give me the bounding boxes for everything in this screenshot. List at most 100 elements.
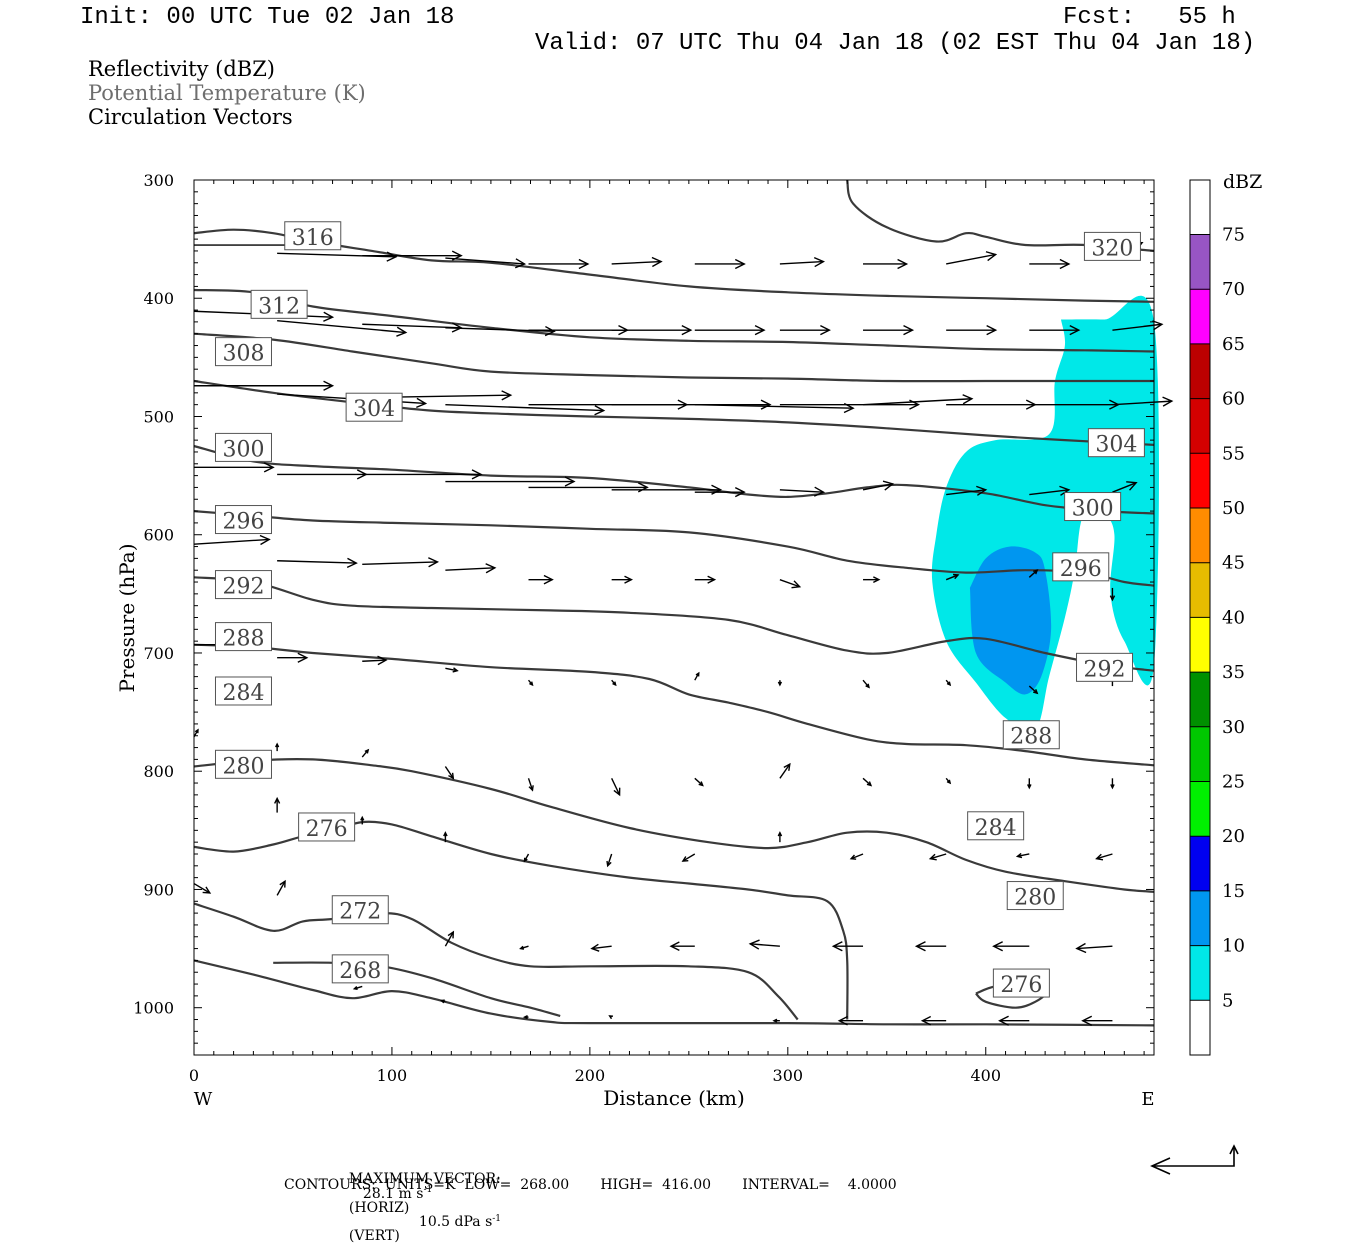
contour-label-text: 284: [222, 681, 264, 706]
cross-section-chart: 3163123083043002962922882842802762722683…: [115, 171, 1262, 1110]
contour-label-296: 296: [214, 505, 272, 535]
circulation-vector: [277, 320, 408, 337]
circulation-vector: [694, 325, 766, 336]
circulation-vector: [777, 831, 783, 843]
circulation-vector: [1015, 852, 1030, 859]
forecast-hour: Fcst: 55 h: [1063, 4, 1236, 31]
contour-label-text: 320: [1091, 236, 1133, 261]
circulation-vector: [863, 325, 915, 336]
circulation-vector: [528, 258, 590, 270]
circulation-vector: [611, 256, 663, 268]
vector-head: [1162, 396, 1174, 407]
vector-head: [544, 325, 556, 337]
vector-head: [452, 667, 459, 673]
contour-label-text: 280: [1014, 886, 1056, 911]
theta-contour-276: [193, 820, 849, 1020]
y-axis-label: Pressure (hPa): [115, 544, 139, 693]
circulation-vector: [611, 484, 723, 495]
circulation-vector: [748, 939, 780, 950]
circulation-vector: [352, 985, 363, 991]
vector-head: [1126, 481, 1138, 491]
vector-shaft: [946, 253, 996, 265]
circulation-vector: [1027, 778, 1032, 790]
vector-head: [681, 325, 693, 336]
x-tick-label: 400: [970, 1066, 1001, 1085]
contour-label-text: 292: [222, 575, 264, 600]
vector-shaft: [444, 766, 454, 779]
colorbar-frame: [1189, 179, 1211, 1056]
vector-head: [519, 945, 525, 950]
x-tick-label: 100: [377, 1066, 408, 1085]
circulation-vector: [519, 945, 529, 950]
x-tick-label: 300: [773, 1066, 804, 1085]
vector-head: [820, 325, 831, 336]
vector-head: [1081, 1015, 1093, 1026]
vector-head: [783, 762, 791, 771]
contour-label-box: [1087, 428, 1145, 458]
vector-head: [760, 399, 772, 410]
theta-contour-268: [193, 959, 1155, 1027]
colorbar-label: 55: [1222, 443, 1245, 464]
vector-head: [443, 831, 448, 837]
circulation-vector: [1109, 587, 1116, 602]
circulation-vector: [362, 655, 388, 666]
contour-label-276: 276: [298, 812, 356, 842]
contour-label-text: 312: [258, 294, 300, 319]
vector-shaft: [850, 853, 864, 860]
x-axis-label: Distance (km): [603, 1086, 745, 1110]
vector-head: [364, 748, 370, 754]
vector-shaft: [276, 880, 286, 896]
vector-head: [985, 251, 998, 262]
vector-head: [529, 681, 534, 687]
vector-head: [734, 487, 746, 498]
circulation-vector: [694, 487, 746, 498]
y-tick-label: 300: [143, 171, 174, 190]
circulation-vector: [837, 1015, 864, 1026]
contour-label-text: 300: [222, 437, 264, 462]
vector-head: [624, 575, 634, 584]
circulation-vector: [669, 941, 695, 951]
y-tick-label: 700: [143, 644, 174, 663]
circulation-vector: [362, 469, 483, 480]
vector-head: [831, 941, 843, 952]
circulation-vector: [928, 853, 947, 861]
vector-head: [976, 485, 988, 496]
circulation-vector: [863, 576, 881, 584]
x-tick-label: 200: [575, 1066, 606, 1085]
contour-label-284: 284: [967, 811, 1025, 841]
circulation-vector: [527, 778, 534, 792]
circulation-vector: [998, 1015, 1030, 1026]
circulation-vector: [445, 257, 527, 269]
vector-shaft: [607, 853, 613, 867]
vector-head: [590, 943, 600, 952]
circulation-vector: [361, 748, 370, 758]
vector-shaft: [779, 489, 824, 493]
colorbar-label: 60: [1222, 389, 1245, 410]
colorbar-label: 5: [1222, 990, 1233, 1011]
contour-label-text: 284: [975, 816, 1017, 841]
vector-head: [1059, 485, 1071, 496]
vector-shaft: [750, 943, 780, 947]
colorbar-swatch-45: [1190, 508, 1210, 563]
colorbar-swatch-20: [1190, 781, 1210, 837]
vector-head: [1109, 595, 1116, 602]
theta-contour-288: [193, 576, 1155, 672]
vector-head: [428, 557, 440, 568]
contour-label-text: 304: [353, 397, 395, 422]
vector-shaft: [277, 320, 406, 334]
contour-label-text: 288: [1010, 725, 1052, 750]
contour-label-box: [345, 392, 403, 422]
circulation-vector: [611, 575, 634, 584]
circulation-vector: [527, 679, 534, 687]
vector-head: [194, 728, 199, 734]
circulation-vector: [276, 879, 286, 896]
circulation-vector: [862, 679, 870, 689]
circulation-vector: [360, 815, 365, 825]
circulation-vector: [779, 256, 826, 268]
colorbar-label: 50: [1222, 498, 1245, 519]
circulation-vector: [1081, 1015, 1113, 1026]
theta-contour-308: [193, 288, 1155, 353]
vector-shaft: [1096, 853, 1113, 860]
vector-head: [606, 860, 612, 868]
circulation-vector: [862, 480, 895, 491]
